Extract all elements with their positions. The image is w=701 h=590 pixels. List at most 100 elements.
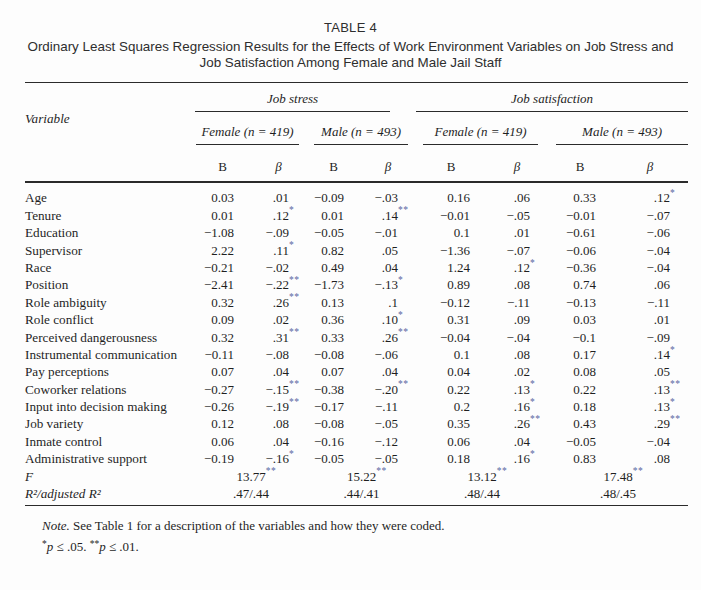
group-job-satisfaction-label: Job satisfaction	[416, 91, 688, 112]
value-cell: 0.43	[548, 415, 612, 432]
value-cell: .04	[250, 363, 307, 380]
col-header-beta: β	[250, 145, 307, 182]
table-row: Job variety0.12.08−0.08−.050.35.26**0.43…	[25, 415, 688, 432]
value-cell: −.06	[360, 346, 416, 363]
table-body: Age0.03.01−0.09−.030.16.060.33.12*Tenure…	[25, 182, 688, 506]
value-cell: .08	[250, 415, 307, 432]
variable-cell: Perceived dangerousness	[25, 328, 195, 345]
table-title-line2: Job Satisfaction Among Female and Male J…	[0, 55, 701, 71]
value-cell: .26**	[250, 293, 307, 310]
value-cell: −.19**	[250, 398, 307, 415]
value-cell: .11*	[250, 241, 307, 258]
value-cell: −0.21	[195, 259, 250, 276]
value-cell: .26**	[486, 415, 548, 432]
value-cell: 0.1	[416, 224, 486, 241]
value-cell: 0.13	[307, 293, 360, 310]
value-cell: .47/.44	[195, 485, 307, 506]
value-cell: 0.35	[416, 415, 486, 432]
value-cell: .48/.44	[416, 485, 548, 506]
variable-cell: R²/adjusted R²	[25, 485, 195, 506]
table-row: Tenure0.01.12*0.01.14**−0.01−.05−0.01−.0…	[25, 206, 688, 223]
value-cell: 0.31	[416, 311, 486, 328]
value-cell: −0.26	[195, 398, 250, 415]
table-row: Perceived dangerousness0.32.31**0.33.26*…	[25, 328, 688, 345]
value-cell: −.01	[360, 224, 416, 241]
value-cell: 0.08	[548, 363, 612, 380]
value-cell: −.08	[250, 346, 307, 363]
value-cell: −0.04	[416, 328, 486, 345]
value-cell: 0.33	[307, 328, 360, 345]
value-cell: −.07	[486, 241, 548, 258]
value-cell: −0.61	[548, 224, 612, 241]
value-cell: −.13*	[360, 276, 416, 293]
value-cell: −.12	[360, 432, 416, 449]
value-cell: .06	[486, 182, 548, 206]
value-cell: −0.05	[307, 224, 360, 241]
value-cell: 0.1	[416, 346, 486, 363]
value-cell: 0.01	[195, 206, 250, 223]
value-cell: .16*	[486, 398, 548, 415]
value-cell: .14*	[612, 346, 688, 363]
value-cell: −.11	[360, 398, 416, 415]
value-cell: 0.17	[548, 346, 612, 363]
value-cell: 0.16	[416, 182, 486, 206]
value-cell: .29**	[612, 415, 688, 432]
group-job-stress: Job stress	[195, 83, 416, 113]
value-cell: 15.22**	[307, 467, 416, 484]
value-cell: −.11	[612, 293, 688, 310]
value-cell: 17.48**	[548, 467, 688, 484]
variable-cell: Education	[25, 224, 195, 241]
value-cell: 0.03	[548, 311, 612, 328]
value-cell: 0.36	[307, 311, 360, 328]
col-header-B: B	[548, 145, 612, 182]
value-cell: 0.04	[416, 363, 486, 380]
table-row: Age0.03.01−0.09−.030.16.060.33.12*	[25, 182, 688, 206]
value-cell: −.20**	[360, 380, 416, 397]
table-number: TABLE 4	[0, 20, 701, 36]
value-cell: −.05	[360, 450, 416, 467]
value-cell: −.09	[612, 328, 688, 345]
note-label: Note.	[42, 518, 70, 533]
value-cell: −0.08	[307, 346, 360, 363]
value-cell: −0.08	[307, 415, 360, 432]
value-cell: .01	[612, 311, 688, 328]
value-cell: −0.13	[548, 293, 612, 310]
sig-rest-2: ≤ .01.	[106, 539, 139, 554]
subgroup-satisfaction-male: Male (n = 493)	[548, 112, 688, 145]
value-cell: .12*	[250, 206, 307, 223]
group-header-row: Variable Job stress Job satisfaction	[25, 83, 688, 113]
value-cell: .04	[250, 432, 307, 449]
value-cell: 13.12**	[416, 467, 548, 484]
value-cell: 2.22	[195, 241, 250, 258]
value-cell: −0.38	[307, 380, 360, 397]
value-cell: .12*	[486, 259, 548, 276]
variable-cell: Input into decision making	[25, 398, 195, 415]
value-cell: .10*	[360, 311, 416, 328]
value-cell: −.22**	[250, 276, 307, 293]
note-line: Note. See Table 1 for a description of t…	[42, 518, 662, 535]
value-cell: −0.09	[307, 182, 360, 206]
value-cell: −.11	[486, 293, 548, 310]
regression-results-table: Variable Job stress Job satisfaction Fem…	[25, 82, 688, 506]
variable-cell: Inmate control	[25, 432, 195, 449]
table-row: Supervisor2.22.11*0.82.05−1.36−.07−0.06−…	[25, 241, 688, 258]
value-cell: −0.17	[307, 398, 360, 415]
significance-note: *p ≤ .05. **p ≤ .01.	[42, 535, 662, 556]
sig-star-1: *	[42, 539, 47, 549]
value-cell: .08	[486, 276, 548, 293]
sig-rest-1: ≤ .05.	[53, 539, 89, 554]
table-row: Input into decision making−0.26−.19**−0.…	[25, 398, 688, 415]
variable-cell: Pay perceptions	[25, 363, 195, 380]
variable-cell: Administrative support	[25, 450, 195, 467]
value-cell: −.07	[612, 206, 688, 223]
value-cell: 13.77**	[195, 467, 307, 484]
variable-cell: F	[25, 467, 195, 484]
value-cell: −.04	[612, 432, 688, 449]
value-cell: .14**	[360, 206, 416, 223]
value-cell: .02	[250, 311, 307, 328]
value-cell: .02	[486, 363, 548, 380]
value-cell: 0.82	[307, 241, 360, 258]
col-header-B: B	[416, 145, 486, 182]
value-cell: −.04	[486, 328, 548, 345]
value-cell: .26**	[360, 328, 416, 345]
